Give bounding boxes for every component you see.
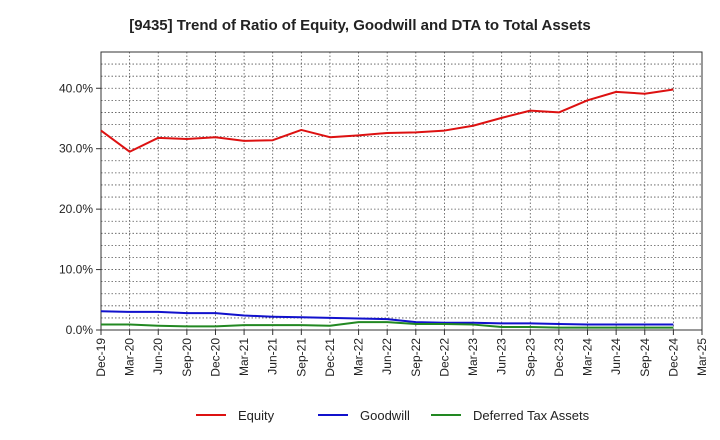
y-tick-label: 30.0%	[59, 142, 93, 156]
series-line-goodwill	[100, 310, 674, 326]
x-tick-label: Jun-21	[266, 338, 280, 375]
x-tick-label: Mar-20	[123, 338, 137, 376]
x-tick-label: Dec-24	[666, 338, 680, 377]
legend: Equity Goodwill Deferred Tax Assets	[196, 408, 590, 423]
x-tick-label: Sep-24	[638, 338, 652, 377]
x-tick-label: Mar-21	[237, 338, 251, 376]
x-tick-label: Sep-21	[294, 338, 308, 377]
x-tick-label: Dec-19	[94, 338, 108, 377]
plot-frame	[100, 51, 703, 331]
x-tick-label: Mar-24	[581, 338, 595, 376]
x-tick-label: Mar-25	[695, 338, 709, 376]
x-tick-label: Dec-20	[208, 338, 222, 377]
x-tick-label: Jun-23	[495, 338, 509, 375]
x-tick-label: Jun-20	[151, 338, 165, 375]
legend-label-deferred-tax-assets: Deferred Tax Assets	[473, 408, 590, 423]
legend-label-equity: Equity	[238, 408, 275, 423]
x-tick-label: Mar-22	[352, 338, 366, 376]
x-tick-label: Sep-22	[409, 338, 423, 377]
series-line-deferred-tax-assets	[101, 321, 674, 329]
y-tick-label: 40.0%	[59, 81, 93, 95]
series-line-equity	[100, 88, 674, 153]
x-tick-label: Sep-20	[180, 338, 194, 377]
x-tick-label: Dec-21	[323, 338, 337, 377]
axes-layer: 0.0% 10.0% 20.0% 30.0% 40.0% Dec-19 Mar-20 Jun-…	[59, 51, 709, 377]
y-tick-label: 20.0%	[59, 202, 93, 216]
y-tick-label: 0.0%	[66, 323, 94, 337]
series-layer	[100, 88, 674, 329]
x-tick-label: Jun-24	[609, 338, 623, 375]
x-tick-label: Sep-23	[523, 338, 537, 377]
grid-layer	[101, 52, 702, 330]
chart-title: [9435] Trend of Ratio of Equity, Goodwil…	[129, 17, 590, 34]
x-tick-label: Mar-23	[466, 338, 480, 376]
legend-label-goodwill: Goodwill	[360, 408, 410, 423]
x-tick-label: Dec-22	[437, 338, 451, 377]
x-tick-label: Dec-23	[552, 338, 566, 377]
x-tick-label: Jun-22	[380, 338, 394, 375]
y-tick-label: 10.0%	[59, 263, 93, 277]
